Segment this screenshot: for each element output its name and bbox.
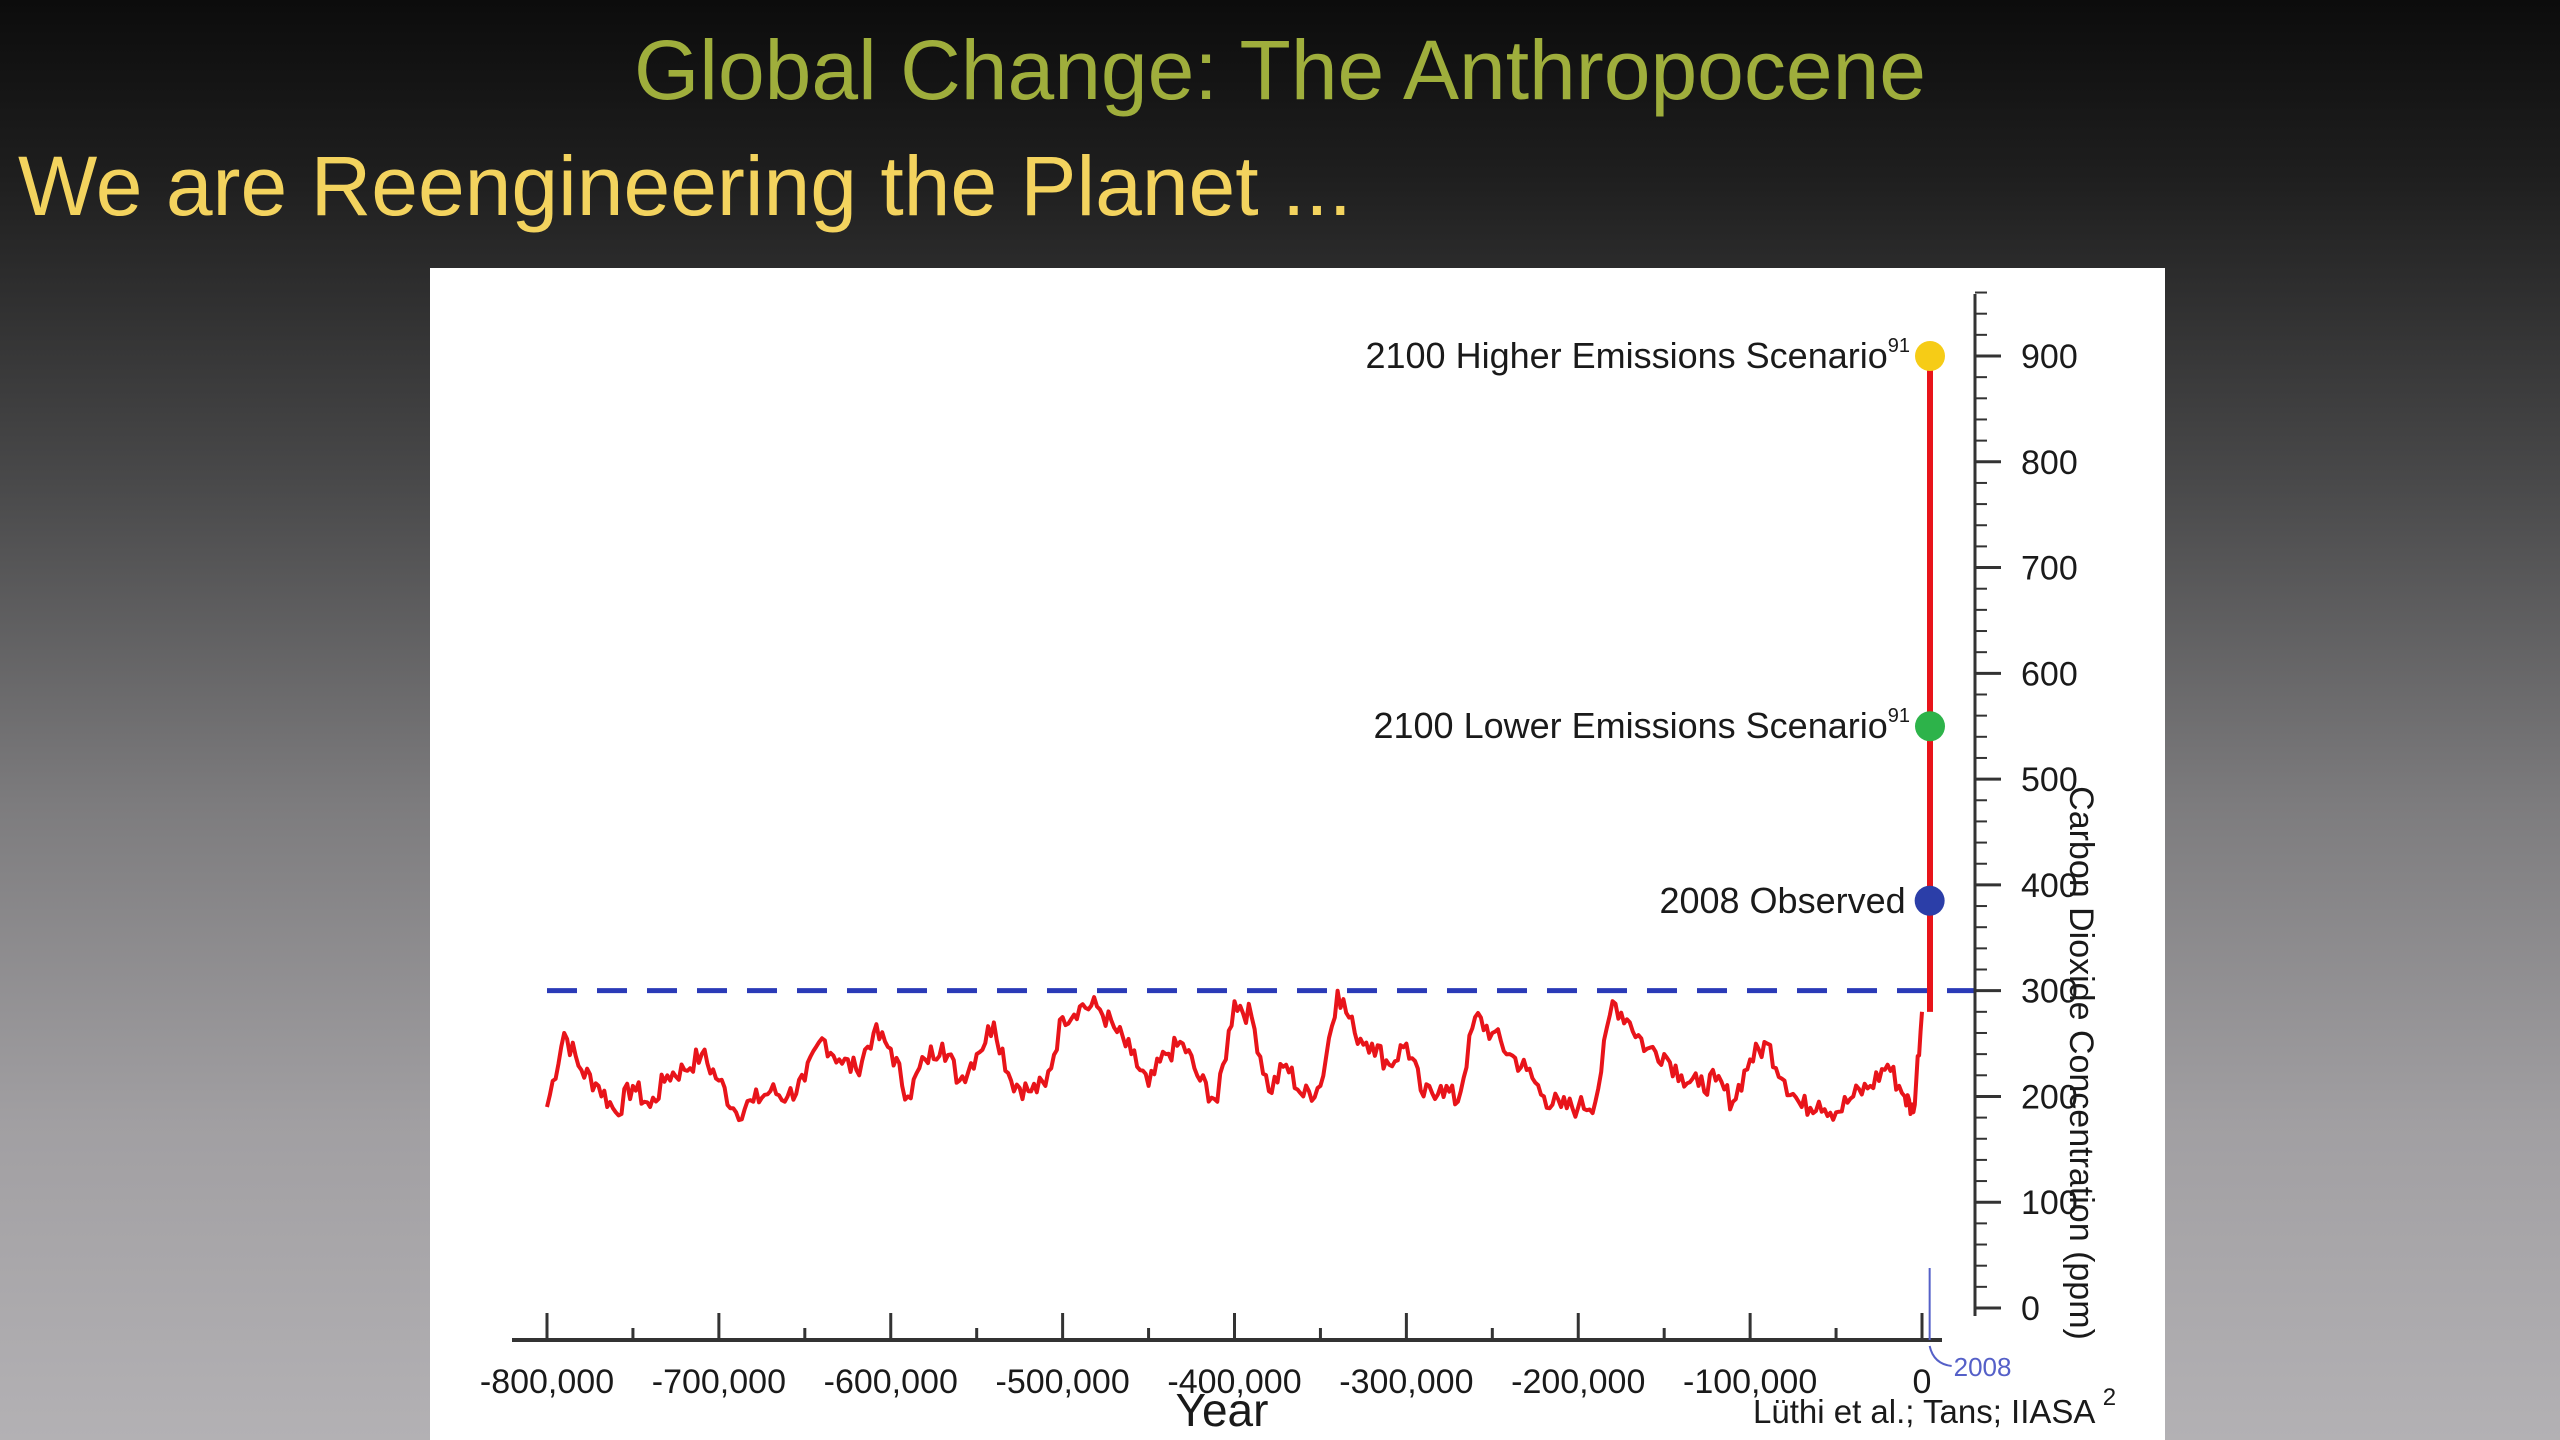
x-tick-label: -700,000 (652, 1363, 786, 1401)
y-tick-label: 600 (2021, 655, 2078, 693)
co2-series-line (545, 988, 1924, 1123)
x-tick-label: -200,000 (1511, 1363, 1645, 1401)
x-tick-label: -800,000 (480, 1363, 614, 1401)
y-tick-label: 0 (2021, 1290, 2040, 1328)
y-tick-label: 800 (2021, 444, 2078, 482)
co2-chart: -800,000 -700,000 -600,000 -500,000 -400,000… (480, 291, 2116, 1436)
x-tick-label: -600,000 (824, 1363, 958, 1401)
source-credit: Lüthi et al.; Tans; IIASA 2 (1753, 1384, 2116, 1430)
point-label-superscript: 91 (1888, 335, 1910, 357)
point-label-superscript: 91 (1888, 705, 1910, 727)
y-tick-label: 700 (2021, 550, 2078, 588)
y-tick-label: 100 (2021, 1184, 2078, 1222)
x-tick-label: -300,000 (1339, 1363, 1473, 1401)
point-marker (1915, 711, 1945, 742)
y-tick-label: 200 (2021, 1078, 2078, 1116)
slide-subtitle: We are Reengineering the Planet ... (18, 139, 1352, 233)
point-marker (1914, 885, 1945, 916)
point-label: 2100 Lower Emissions Scenario91 (1373, 705, 1910, 746)
x-tick-label: -400,000 (1167, 1363, 1301, 1401)
x-tick-label: -500,000 (996, 1363, 1130, 1401)
slide-title: Global Change: The Anthropocene (633, 23, 1927, 117)
point-label: 2100 Higher Emissions Scenario91 (1365, 335, 1910, 376)
y-tick-label: 900 (2021, 338, 2078, 376)
x-axis-label: Year (1176, 1384, 1269, 1436)
y-tick-label: 500 (2021, 761, 2078, 799)
x-tick-label: -100,000 (1683, 1363, 1817, 1401)
x-tick-label: 0 (1913, 1363, 1932, 1401)
year-2008-marker-label: 2008 (1954, 1352, 2012, 1382)
y-tick-label: 300 (2021, 973, 2078, 1011)
y-tick-label: 400 (2021, 867, 2078, 905)
point-label-text: 2008 Observed (1659, 880, 1905, 921)
point-label-text: 2100 Higher Emissions Scenario (1365, 335, 1887, 376)
chart-panel: -800,000 -700,000 -600,000 -500,000 -400,000… (430, 268, 2165, 1440)
y-axis-label: Carbon Dioxide Concentration (ppm) (2062, 786, 2100, 1340)
source-superscript: 2 (2103, 1384, 2116, 1411)
year-2008-marker-hook (1928, 1345, 1952, 1367)
point-marker (1915, 341, 1945, 371)
point-label-text: 2100 Lower Emissions Scenario (1373, 705, 1887, 746)
point-label: 2008 Observed (1659, 880, 1905, 921)
source-text: Lüthi et al.; Tans; IIASA (1753, 1393, 2095, 1430)
